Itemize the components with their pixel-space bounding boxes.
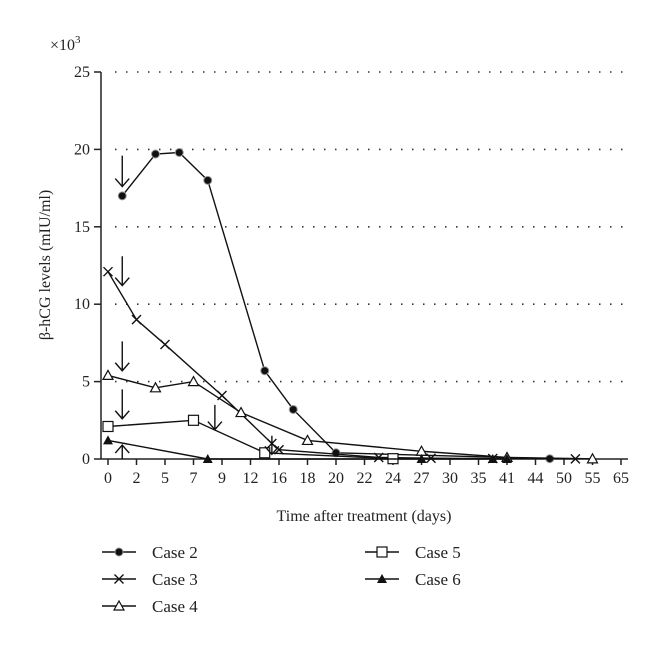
x-tick-label: 12 [243,470,259,487]
open-triangle-marker [101,369,115,381]
legend: Case 2 Case 3 Case 4 Case 5 Case 6 [102,543,461,616]
circle-marker [260,366,270,376]
open-triangle-marker [112,599,126,611]
annotations [114,155,280,459]
x-marker [131,314,142,325]
x-marker [114,574,124,584]
x-marker [103,266,113,277]
circle-marker [117,191,127,201]
open-triangle-marker [586,452,599,464]
series-lines [101,147,599,465]
x-tick-label: 2 [133,470,141,487]
open-square-marker [187,414,200,426]
circle-marker [174,147,184,157]
circle-marker [114,547,124,557]
x-marker [426,453,436,464]
x-tick-label: 30 [442,470,458,487]
gridlines [115,71,627,383]
y-axis-label: β-hCG levels (mIU/ml) [37,190,54,340]
arrow-up-icon [114,444,130,459]
arrow-down-icon [114,341,130,372]
legend-item: Case 2 [102,543,198,562]
circle-marker [151,149,160,159]
legend-label: Case 5 [415,543,461,562]
y-tick-label: 5 [82,374,90,391]
series-line [107,271,576,460]
legend-item: Case 3 [102,570,198,589]
circle-marker [288,404,298,414]
y-tick-label: 0 [82,451,90,468]
x-tick-label: 41 [499,470,515,487]
x-tick-label: 7 [190,470,198,487]
series-line [107,374,593,460]
series-line [107,419,394,460]
x-tick-label: 0 [104,470,112,487]
y-tick-label: 15 [74,219,90,236]
filled-triangle-marker [487,454,498,463]
open-triangle-marker [149,381,162,393]
arrow-down-icon [114,256,130,287]
series-case-3 [103,266,581,464]
y-tick-label: 10 [74,296,90,313]
legend-item: Case 6 [365,570,461,589]
legend-label: Case 3 [152,570,198,589]
arrow-down-icon [114,155,130,188]
x-tick-label: 50 [556,470,572,487]
filled-triangle-marker [502,454,512,463]
x-marker [160,339,170,350]
x-tick-label: 9 [218,470,226,487]
arrow-down-icon [207,404,223,431]
circle-marker [203,175,213,185]
filled-triangle-marker [202,454,213,463]
series-case-4 [101,369,599,464]
x-tick-label: 55 [585,470,601,487]
filled-triangle-marker [103,435,113,445]
legend-label: Case 2 [152,543,198,562]
x-axis-label: Time after treatment (days) [277,508,452,525]
y-multiplier: ×103 [50,34,81,54]
x-tick-label: 5 [161,470,169,487]
series-line [121,151,550,460]
y-tick-label: 25 [74,64,90,81]
filled-triangle-marker [377,574,387,583]
legend-item: Case 4 [102,597,198,616]
open-triangle-marker [234,406,248,418]
x-tick-label: 18 [300,470,316,487]
x-tick-label: 16 [271,470,287,487]
arrow-down-icon [114,389,130,420]
series-case-6 [103,435,512,463]
legend-label: Case 4 [152,597,198,616]
x-tick-label: 22 [357,470,373,487]
x-tick-label: 27 [414,470,430,487]
x-tick-label: 35 [471,470,487,487]
x-tick-label: 20 [328,470,344,487]
filled-triangle-marker [416,454,427,463]
open-triangle-marker [301,434,314,446]
open-square-marker [376,546,388,558]
open-triangle-marker [187,375,200,387]
legend-label: Case 6 [415,570,461,589]
arrow-down-icon [264,435,280,456]
legend-item: Case 5 [365,543,461,562]
series-case-2 [117,147,555,464]
x-tick-label: 65 [613,470,629,487]
y-tick-label: 20 [74,141,90,158]
open-square-marker [102,420,114,433]
x-tick-label: 24 [385,470,401,487]
x-tick-label: 44 [528,470,544,487]
